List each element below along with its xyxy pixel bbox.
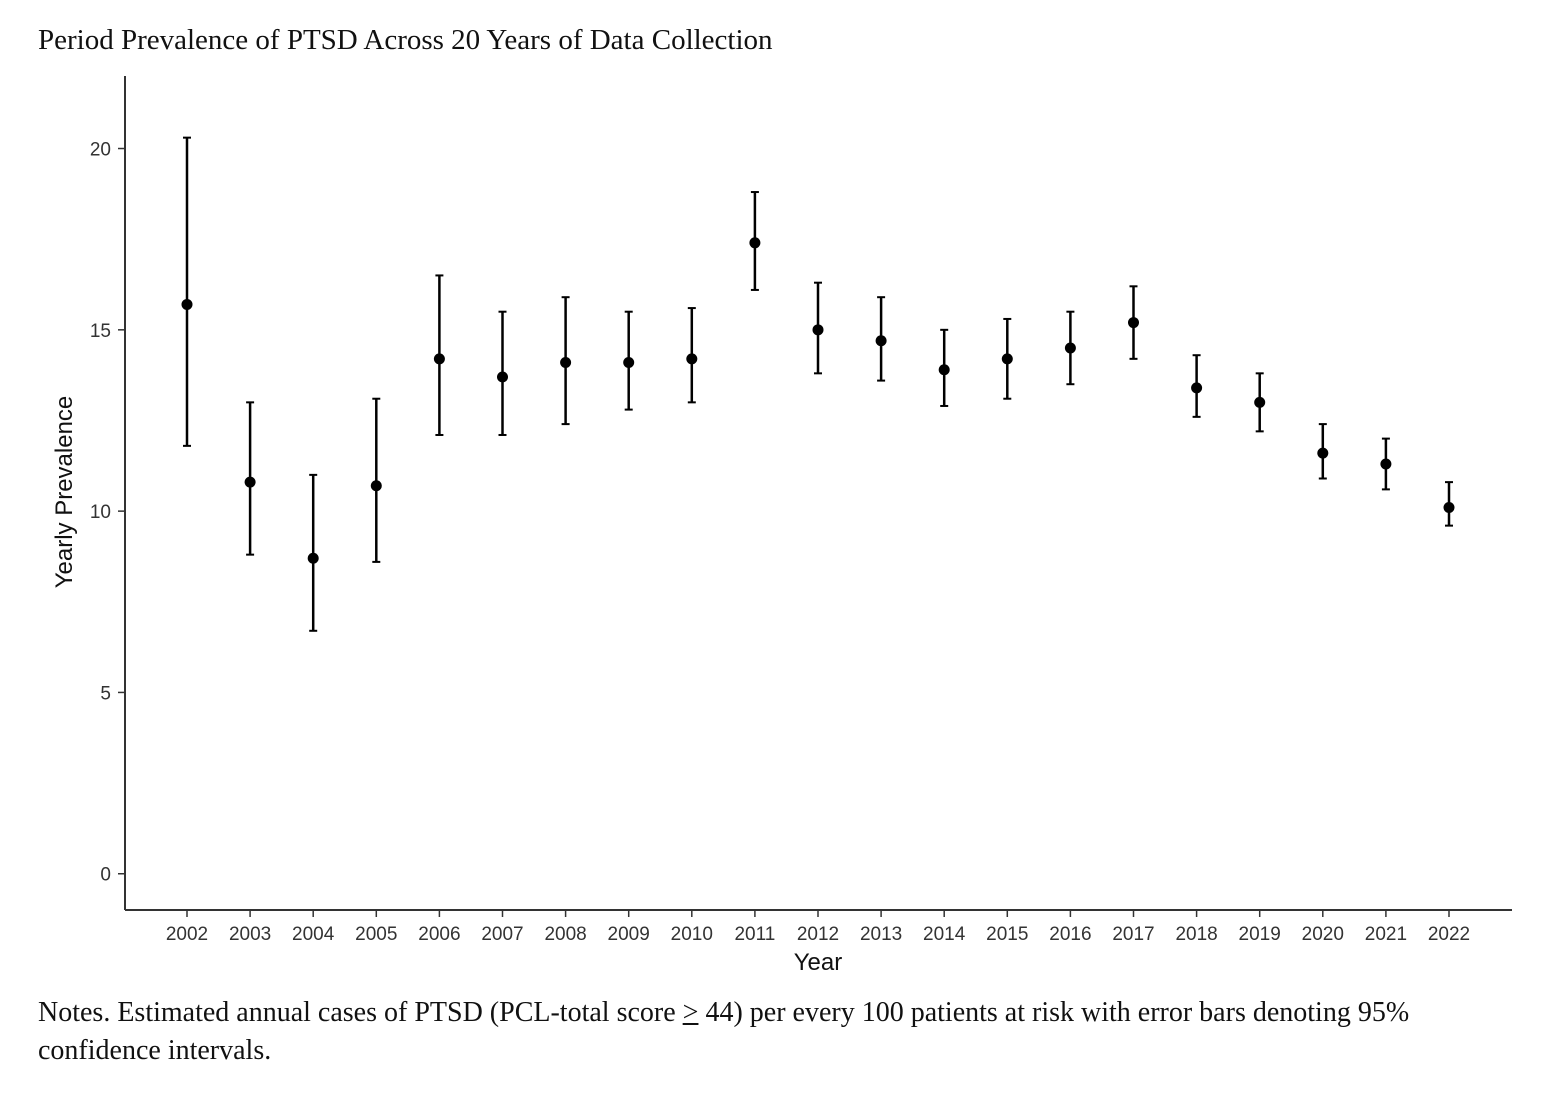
x-tick-label: 2002 [166,924,208,945]
notes-prefix: Notes. Estimated annual cases of PTSD (P… [38,997,683,1028]
data-point [181,298,193,310]
data-point [1001,353,1013,365]
x-tick-label: 2017 [1112,924,1154,945]
data-point [686,353,698,365]
data-marks [181,136,1455,632]
x-tick-label: 2004 [292,924,335,945]
x-axis-title: Year [794,949,843,976]
x-tick-label: 2016 [1049,924,1091,945]
data-point [307,552,319,564]
figure-notes: Notes. Estimated annual cases of PTSD (P… [38,994,1518,1070]
x-tick-label: 2007 [481,924,523,945]
data-point [1191,382,1203,394]
data-point [1380,458,1392,470]
y-tick-label: 15 [90,321,111,342]
x-tick-label: 2018 [1175,924,1217,945]
x-tick-label: 2019 [1239,924,1281,945]
y-tick-label: 10 [90,502,111,523]
x-tick-label: 2010 [671,924,713,945]
x-tick-label: 2013 [860,924,902,945]
y-axis-title: Yearly Prevalence [51,396,78,589]
data-point [244,476,256,488]
y-tick-label: 20 [90,140,111,161]
notes-suffix: 44) per every 100 patients at risk with … [38,997,1410,1066]
x-tick-label: 2015 [986,924,1028,945]
data-point [1064,342,1076,354]
data-point [938,364,950,376]
data-point [433,353,445,365]
x-tick-label: 2006 [418,924,460,945]
x-tick-label: 2009 [608,924,650,945]
x-tick-label: 2014 [923,924,966,945]
notes-symbol: > [682,997,699,1028]
data-point [875,335,887,347]
data-point [1128,317,1139,329]
x-tick-label: 2011 [734,924,775,945]
data-point [370,480,382,492]
x-tick-label: 2022 [1428,924,1470,945]
x-tick-label: 2003 [229,924,271,945]
data-point [1254,396,1266,408]
y-axis-ticks: 0 5 10 15 20 [90,140,125,886]
data-point [623,356,635,368]
axes [124,76,1512,911]
data-point [497,371,508,383]
x-axis-ticks: 2002 2003 2004 2005 2006 2007 2008 2009 2010 2011… [166,910,1470,945]
data-point [1443,502,1455,514]
x-tick-label: 2005 [355,924,397,945]
x-tick-label: 2008 [544,924,586,945]
y-tick-label: 0 [100,865,111,886]
x-tick-label: 2012 [797,924,839,945]
data-point [560,356,572,368]
x-tick-label: 2021 [1365,924,1407,945]
data-point [1317,447,1329,459]
y-tick-label: 5 [100,683,111,704]
data-point [749,237,761,249]
data-point [812,324,824,336]
x-tick-label: 2020 [1302,924,1344,945]
chart-title: Period Prevalence of PTSD Across 20 Year… [38,24,773,56]
